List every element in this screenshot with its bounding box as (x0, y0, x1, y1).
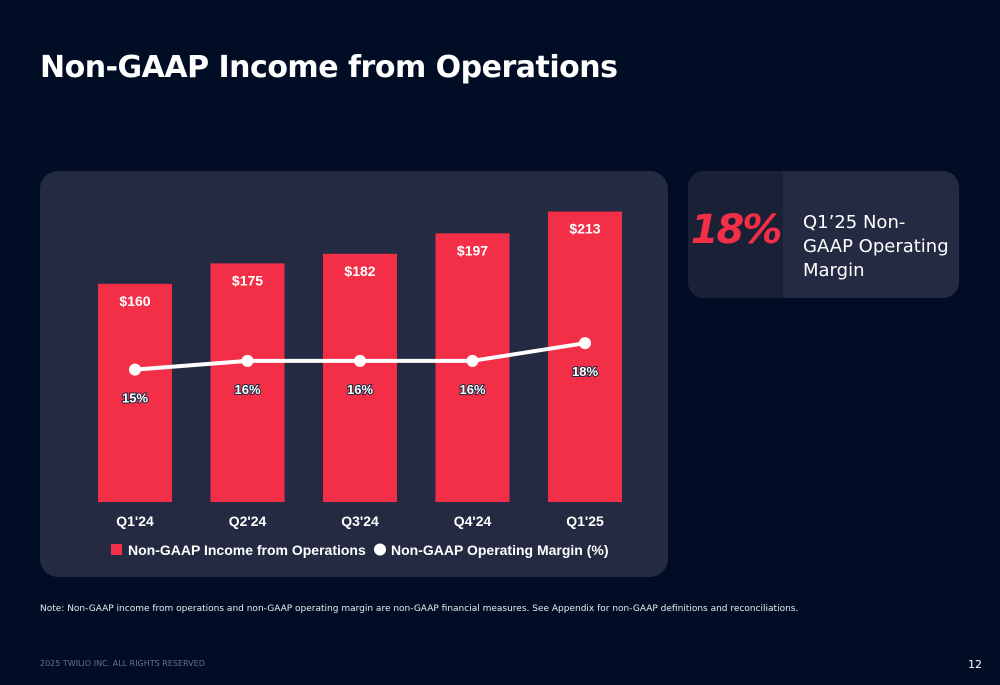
bar-value-label-2: $182 (344, 263, 375, 279)
bar-value-label-4: $213 (569, 221, 600, 237)
income-chart: $160 $175 $182 $197 $213 15% 16% 16% 16% 18% Q1'… (98, 211, 622, 558)
bar-value-label-1: $175 (232, 272, 263, 288)
stat-label: Q1’25 Non-GAAP Operating Margin (803, 212, 949, 281)
page-number: 12 (968, 658, 982, 671)
category-label-4: Q1'25 (566, 513, 604, 529)
margin-point-3 (466, 354, 479, 367)
bar-1 (210, 263, 285, 502)
margin-label-4: 18% (572, 364, 598, 379)
category-label-1: Q2'24 (229, 513, 267, 529)
margin-label-2: 16% (347, 382, 373, 397)
margin-label-3: 16% (459, 382, 485, 397)
stat-value-panel: 18% (688, 171, 783, 298)
bar-0 (98, 283, 172, 502)
bar-2 (323, 253, 397, 502)
bar-4 (548, 211, 622, 502)
legend-bar-label: Non-GAAP Income from Operations (128, 542, 366, 558)
stat-value: 18% (690, 207, 783, 253)
category-label-2: Q3'24 (341, 513, 379, 529)
footnote: Note: Non-GAAP income from operations an… (40, 604, 799, 614)
legend-line-label: Non-GAAP Operating Margin (%) (391, 542, 609, 558)
margin-point-2 (354, 354, 366, 367)
margin-label-0: 15% (122, 391, 148, 406)
operating-margin-card: 18% Q1’25 Non-GAAP Operating Margin (688, 171, 959, 298)
legend-bar-swatch (111, 544, 122, 555)
copyright-text: 2025 TWILIO INC. ALL RIGHTS RESERVED (40, 659, 205, 668)
page-title: Non-GAAP Income from Operations (40, 50, 618, 85)
category-label-0: Q1'24 (116, 513, 154, 529)
margin-label-1: 16% (234, 382, 260, 397)
bar-value-label-0: $160 (119, 293, 150, 309)
bar-3 (435, 233, 510, 502)
legend-line-swatch (374, 543, 386, 556)
chart-panel: $160 $175 $182 $197 $213 15% 16% 16% 16% 18% Q1'… (40, 171, 668, 577)
margin-point-0 (129, 363, 141, 376)
margin-point-4 (579, 337, 591, 350)
margin-point-1 (241, 354, 254, 367)
category-label-3: Q4'24 (454, 513, 492, 529)
bar-value-label-3: $197 (457, 242, 488, 258)
